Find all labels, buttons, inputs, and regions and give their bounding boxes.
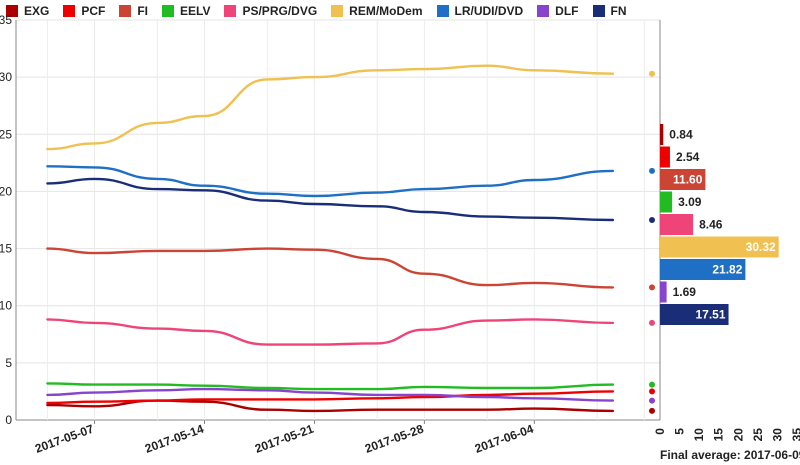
legend-item: EELV	[162, 4, 210, 18]
series-line	[46, 247, 615, 289]
bar	[660, 146, 670, 168]
legend-swatch	[224, 5, 237, 17]
legend-swatch	[162, 5, 175, 17]
y-tick-label: 30	[0, 70, 12, 84]
legend-swatch	[331, 5, 344, 17]
bar-x-tick-label: 25	[751, 428, 765, 442]
legend-swatch	[436, 5, 449, 17]
bar	[660, 281, 667, 303]
legend: EXG PCF FI EELV PS/PRG/DVG REM/MoDem LR/…	[6, 2, 627, 20]
bar	[660, 214, 694, 235]
final-value-dot	[649, 167, 655, 174]
bar-value-label: 21.82	[712, 263, 742, 277]
final-value-dot	[649, 70, 655, 77]
y-tick-label: 35	[0, 13, 12, 27]
legend-item: DLF	[537, 4, 579, 18]
y-tick-label: 5	[5, 356, 12, 370]
legend-item: PS/PRG/DVG	[224, 4, 317, 18]
y-tick-label: 0	[5, 413, 12, 427]
legend-item: LR/UDI/DVD	[436, 4, 524, 18]
bar-value-label: 1.69	[673, 285, 697, 299]
legend-label: REM/MoDem	[349, 4, 423, 18]
series-line	[46, 165, 615, 198]
final-value-dot	[649, 388, 655, 395]
x-tick-label: 2017-05-07	[33, 422, 96, 456]
series-line	[46, 387, 615, 402]
final-value-dot	[649, 217, 655, 223]
series-line	[46, 318, 615, 346]
x-tick-label: 2017-05-21	[253, 422, 316, 456]
legend-label: EXG	[24, 4, 50, 18]
y-tick-label: 10	[0, 299, 12, 313]
legend-swatch	[63, 5, 76, 17]
legend-swatch	[592, 5, 605, 17]
bar-value-label: 8.46	[699, 218, 723, 232]
bar-value-label: 2.54	[676, 150, 700, 164]
legend-label: EELV	[180, 4, 211, 18]
y-tick-label: 15	[0, 242, 12, 256]
y-tick-label: 25	[0, 127, 12, 141]
legend-swatch	[6, 5, 18, 17]
bar-x-tick-label: 0	[653, 428, 667, 435]
bar	[660, 259, 746, 280]
bar	[660, 304, 729, 325]
bar-value-label: 11.60	[673, 173, 703, 187]
bar	[660, 169, 706, 190]
y-tick-label: 20	[0, 184, 12, 198]
bar	[660, 124, 664, 145]
bar-x-tick-label: 5	[673, 428, 687, 435]
legend-label: PS/PRG/DVG	[242, 4, 318, 18]
legend-label: LR/UDI/DVD	[454, 4, 524, 18]
bar-value-label: 17.51	[696, 308, 726, 322]
bar-value-label: 0.84	[669, 128, 693, 142]
final-value-dot	[649, 319, 655, 326]
bar-axis-title: Final average: 2017-06-09	[660, 448, 800, 462]
legend-item: PCF	[63, 4, 105, 18]
bar-value-label: 3.09	[678, 195, 702, 209]
legend-label: FN	[610, 4, 627, 18]
series-line	[46, 64, 615, 151]
bar-x-tick-label: 10	[692, 428, 706, 442]
bar-x-tick-label: 30	[770, 428, 784, 442]
bar-value-label: 30.32	[746, 240, 776, 254]
x-tick-label: 2017-05-14	[143, 422, 206, 456]
final-value-dot	[649, 381, 655, 388]
legend-swatch	[119, 5, 132, 17]
final-value-dot	[649, 407, 655, 414]
bar-x-tick-label: 35	[790, 428, 800, 442]
series-line	[46, 177, 615, 222]
final-value-dot	[649, 284, 655, 291]
legend-item: EXG	[6, 4, 49, 18]
legend-label: DLF	[555, 4, 579, 18]
bar-x-tick-label: 15	[712, 428, 726, 442]
legend-label: PCF	[81, 4, 106, 18]
bar-x-tick-label: 20	[731, 428, 745, 442]
series-line	[46, 382, 615, 391]
legend-item: FN	[592, 4, 627, 18]
x-tick-label: 2017-05-28	[363, 422, 426, 456]
legend-swatch	[537, 5, 550, 17]
final-value-dot	[649, 397, 655, 404]
series-line	[46, 390, 615, 405]
x-tick-label: 2017-06-04	[473, 422, 536, 456]
legend-item: FI	[119, 4, 148, 18]
bar	[660, 191, 673, 213]
legend-label: FI	[137, 4, 149, 18]
legend-item: REM/MoDem	[331, 4, 423, 18]
bar	[660, 236, 779, 258]
